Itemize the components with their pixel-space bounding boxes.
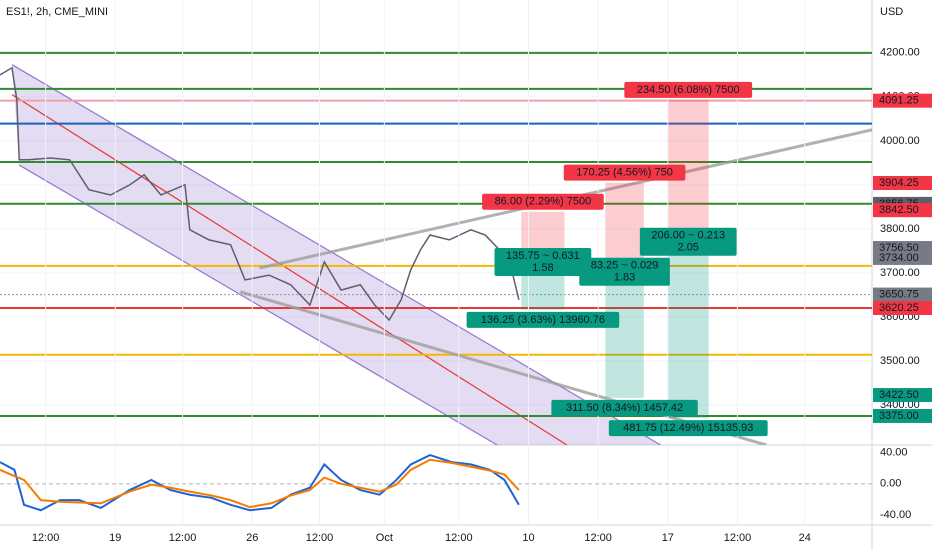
zone-loss: [521, 211, 565, 251]
price-label-bg: [873, 203, 932, 218]
price-label-bg: [873, 93, 932, 108]
y-tick-label: 0.00: [880, 478, 901, 490]
zone-label: 234.50 (6.08%) 7500: [637, 84, 740, 96]
zone-label-bg: [482, 193, 604, 210]
zone-label: 206.00 ~ 0.213: [651, 230, 725, 242]
price-label: 3734.00: [879, 252, 919, 264]
zone-label: 135.75 ~ 0.631: [506, 250, 580, 262]
x-tick-label: 19: [109, 532, 121, 544]
price-label: 4091.25: [879, 95, 919, 107]
x-tick-label: 12:00: [32, 532, 60, 544]
y-tick-label: -40.00: [880, 509, 911, 521]
x-tick-label: 26: [246, 532, 258, 544]
price-label-bg: [873, 250, 932, 265]
zone-label: 311.50 (8.34%) 1457.42: [566, 402, 683, 414]
y-tick-label: 4200.00: [880, 47, 920, 59]
zone-label-bg: [494, 248, 592, 277]
zone-loss: [605, 182, 644, 260]
zone-label-bg: [466, 311, 620, 328]
series-line: [0, 458, 520, 509]
y-tick-label: 4000.00: [880, 135, 920, 147]
zone-label-bg: [551, 399, 698, 416]
price-label: 3904.25: [879, 177, 919, 189]
x-tick-label: 12:00: [169, 532, 197, 544]
y-axis-label: USD: [880, 6, 903, 18]
x-tick-label: 12:00: [445, 532, 473, 544]
series-line: [0, 66, 520, 322]
x-tick-label: 12:00: [306, 532, 334, 544]
pane: [0, 454, 872, 512]
y-tick-label: 3500.00: [880, 355, 920, 367]
chart-title: ES1!, 2h, CME_MINI: [6, 6, 108, 18]
zone-label: 86.00 (2.29%) 7500: [495, 196, 592, 208]
channel-line: [11, 94, 568, 445]
price-label-bg: [873, 287, 932, 302]
zone-label: 136.25 (3.63%) 13960.76: [481, 314, 605, 326]
series-line: [0, 454, 520, 512]
zone-label: 1.58: [532, 262, 553, 274]
y-tick-label: 40.00: [880, 447, 908, 459]
zone-label: 83.25 ~ 0.029: [591, 260, 659, 272]
zone-label-bg: [639, 227, 737, 256]
zone-label-bg: [579, 257, 670, 286]
x-tick-label: 24: [799, 532, 811, 544]
price-label-bg: [873, 175, 932, 190]
price-label: 3375.00: [879, 410, 919, 422]
zone-label-bg: [608, 420, 768, 437]
y-tick-label: 3700.00: [880, 267, 920, 279]
price-label: 3650.75: [879, 288, 919, 300]
zone-label: 2.05: [678, 242, 699, 254]
price-label: 3620.25: [879, 302, 919, 314]
price-label-bg: [873, 301, 932, 316]
zone-label: 481.75 (12.49%) 15135.93: [623, 422, 753, 434]
y-tick-label: 3800.00: [880, 223, 920, 235]
x-tick-label: Oct: [376, 532, 393, 544]
x-tick-label: 17: [662, 532, 674, 544]
price-label-bg: [873, 408, 932, 423]
price-label: 3842.50: [879, 204, 919, 216]
x-tick-label: 12:00: [724, 532, 752, 544]
zone-label: 170.25 (4.56%) 750: [576, 167, 673, 179]
channel-line: [18, 164, 498, 445]
trend-line: [239, 290, 767, 445]
zone-label-bg: [624, 81, 753, 98]
x-tick-label: 12:00: [584, 532, 612, 544]
price-label-bg: [873, 388, 932, 403]
zone-label-bg: [563, 164, 686, 181]
x-tick-label: 10: [522, 532, 534, 544]
zone-label: 1.83: [614, 272, 635, 284]
zone-profit: [667, 229, 709, 419]
price-label: 3422.50: [879, 389, 919, 401]
